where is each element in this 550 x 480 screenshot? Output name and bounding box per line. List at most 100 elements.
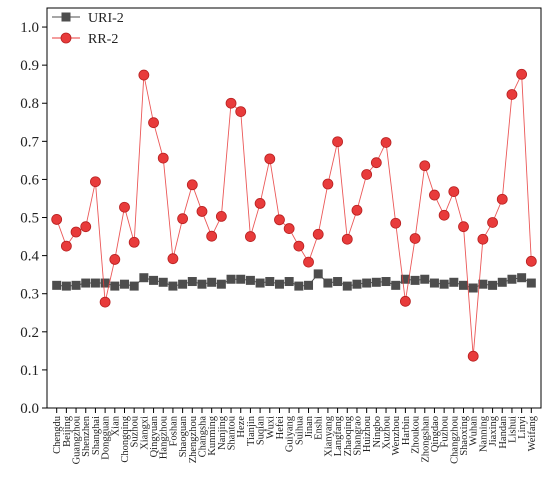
x-tick-label: Hangzhou: [159, 415, 170, 459]
data-point: [196, 206, 208, 217]
y-tick-label: 0.2: [20, 325, 39, 341]
data-point: [99, 296, 111, 308]
data-point: [187, 277, 197, 287]
x-tick-label: Xuzhou: [382, 415, 393, 449]
data-point: [51, 214, 63, 225]
data-point: [139, 273, 149, 283]
x-tick-label: Zhengzhou: [188, 415, 199, 463]
x-tick-label: Zhaoqing: [343, 415, 354, 456]
data-point: [525, 255, 537, 267]
x-tick-label: Handan: [498, 415, 509, 448]
axes-layer: 0.0 0.1 0.2 0.3 0.4 0.5 0.6 0.7 0.8 0.9 1.0 Chengdu…: [20, 7, 542, 464]
data-point: [60, 240, 72, 252]
x-tick-label: Wuhan: [469, 415, 480, 446]
x-tick-label: Foshan: [168, 415, 179, 446]
data-point: [245, 231, 256, 242]
x-tick-label: Chongqing: [120, 415, 131, 462]
x-tick-label: Guangzhou: [72, 415, 83, 464]
data-point: [333, 277, 343, 287]
x-tick-label: Enshi: [314, 416, 325, 440]
data-point: [497, 277, 507, 287]
data-point: [109, 254, 121, 265]
x-tick-label: Linyi: [517, 416, 528, 439]
data-point: [458, 221, 469, 233]
y-tick-label: 0.1: [20, 363, 39, 379]
data-point: [371, 277, 381, 287]
data-point: [90, 278, 100, 288]
x-tick-label: Xianyang: [323, 415, 334, 457]
x-tick-label: Shaoguan: [178, 415, 189, 457]
data-point: [274, 279, 284, 289]
data-point: [361, 169, 373, 180]
data-point: [526, 278, 536, 288]
series-layer: [51, 68, 537, 362]
x-tick-label: Huizhou: [362, 415, 373, 452]
data-point: [352, 279, 362, 289]
data-point: [80, 221, 92, 233]
x-tick-label: Wenzhou: [391, 415, 402, 455]
legend-label: RR-2: [88, 32, 118, 47]
legend-marker: [60, 32, 72, 44]
data-point: [429, 278, 439, 288]
data-point: [370, 157, 382, 169]
data-point: [254, 198, 266, 209]
x-tick-label: Ningbo: [372, 416, 383, 448]
data-point: [119, 279, 129, 289]
x-tick-label: Tianjin: [246, 415, 257, 446]
data-point: [459, 280, 469, 290]
x-tick-label: Shanghai: [91, 416, 102, 455]
x-tick-label: Fuzhou: [440, 415, 451, 447]
data-point: [128, 236, 140, 248]
data-point: [226, 274, 236, 284]
x-tick-label: Beijing: [62, 415, 73, 447]
data-point: [293, 240, 305, 252]
x-tick-label: Harbin: [401, 415, 412, 445]
x-tick-label: Zhongshan: [420, 415, 431, 462]
x-tick-label: Wuxi: [265, 416, 276, 439]
series-rr-2: [51, 68, 537, 362]
data-point: [110, 281, 120, 291]
data-point: [207, 277, 217, 287]
data-point: [236, 274, 246, 284]
data-point: [71, 280, 81, 290]
data-point: [312, 228, 324, 240]
x-tick-label: Xiangxi: [139, 416, 150, 450]
data-point: [468, 283, 478, 293]
data-point: [167, 253, 179, 265]
data-point: [274, 214, 285, 226]
data-point: [487, 217, 498, 228]
data-point: [381, 277, 391, 287]
data-point: [90, 176, 101, 188]
x-tick-label: Suzhou: [130, 415, 141, 447]
x-tick-label: Shenzhen: [81, 415, 92, 457]
data-point: [265, 277, 275, 287]
data-point: [410, 275, 420, 285]
data-point: [420, 274, 430, 284]
data-point: [157, 152, 169, 164]
data-point: [362, 278, 372, 288]
x-tick-label: Suqian: [256, 415, 267, 445]
data-point: [197, 279, 207, 289]
data-point: [342, 281, 352, 291]
data-point: [517, 273, 527, 283]
data-point: [138, 69, 150, 81]
data-point: [467, 350, 479, 362]
y-tick-label: 0.3: [20, 287, 39, 303]
x-tick-label: Shaoxing: [459, 415, 470, 455]
data-point: [506, 89, 518, 100]
data-point: [283, 223, 295, 234]
data-point: [419, 160, 431, 172]
x-tick-label: Jinan: [304, 415, 315, 438]
data-point: [206, 230, 218, 242]
x-tick-label: Changsha: [197, 416, 208, 458]
data-point: [148, 117, 159, 129]
x-tick-label: Chengdu: [52, 415, 63, 454]
x-tick-label: Hefei: [275, 416, 286, 439]
data-point: [399, 295, 411, 307]
data-point: [380, 137, 392, 148]
data-point: [391, 280, 401, 290]
data-point: [225, 97, 237, 109]
data-point: [477, 233, 489, 245]
x-tick-label: Lishui: [507, 416, 518, 443]
data-point: [177, 213, 189, 225]
